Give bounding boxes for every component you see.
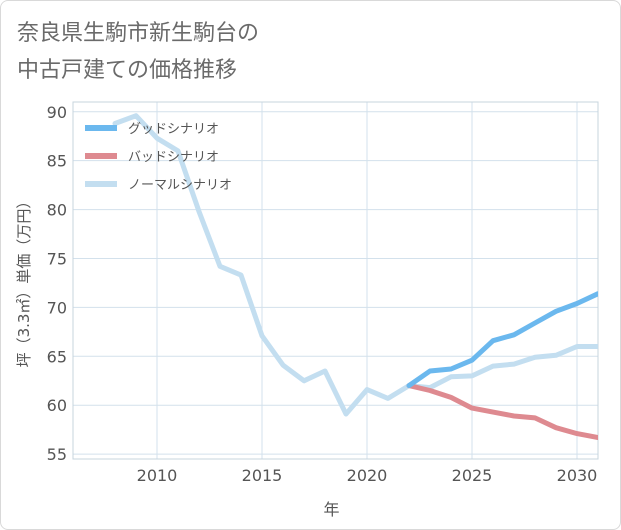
x-tick-label: 2020 [347, 466, 388, 485]
legend-label-2: ノーマルシナリオ [128, 178, 232, 193]
legend-label-0: グッドシナリオ [128, 122, 219, 137]
chart-title-line-1: 奈良県生駒市新生駒台の [17, 21, 260, 46]
y-tick-label: 60 [47, 396, 67, 415]
x-tick-label: 2030 [557, 466, 598, 485]
chart-title-line-2: 中古戸建ての価格推移 [17, 58, 238, 83]
y-tick-label: 85 [47, 152, 67, 171]
y-tick-label: 90 [47, 103, 67, 122]
y-tick-label: 65 [47, 347, 67, 366]
y-tick-label: 70 [47, 298, 67, 317]
x-tick-label: 2015 [242, 466, 283, 485]
series-line-2 [112, 113, 598, 417]
x-axis-label: 年 [323, 500, 339, 519]
y-tick-label: 55 [47, 445, 67, 464]
x-tick-label: 2010 [137, 466, 178, 485]
chart-title: 奈良県生駒市新生駒台の 中古戸建ての価格推移 [17, 15, 259, 89]
y-tick-label: 75 [47, 249, 67, 268]
legend-label-1: バッドシナリオ [128, 150, 219, 165]
series-line-1 [406, 383, 598, 440]
series-line-0 [406, 291, 598, 389]
y-tick-label: 80 [47, 201, 67, 220]
x-tick-label: 2025 [452, 466, 493, 485]
plot-area-frame [72, 101, 599, 460]
y-axis-label: 坪（3.3㎡）単価（万円） [15, 194, 33, 368]
